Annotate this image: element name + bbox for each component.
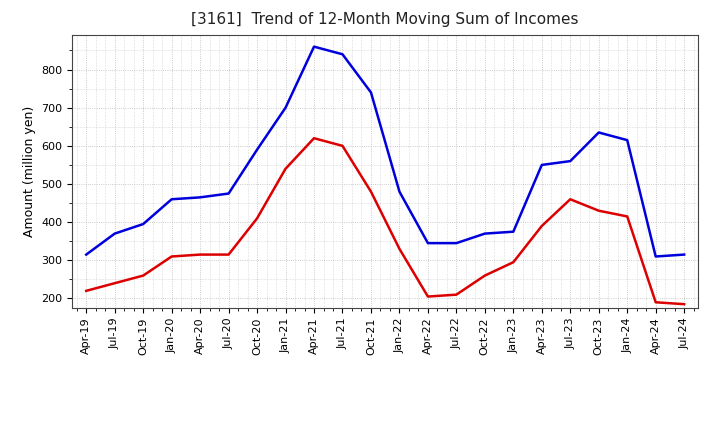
Ordinary Income <box>167 197 176 202</box>
Ordinary Income <box>310 44 318 49</box>
Ordinary Income <box>82 252 91 257</box>
Net Income <box>196 252 204 257</box>
Net Income <box>509 260 518 265</box>
Net Income <box>366 189 375 194</box>
Net Income <box>452 292 461 297</box>
Net Income <box>338 143 347 148</box>
Net Income <box>480 273 489 278</box>
Ordinary Income <box>338 51 347 57</box>
Net Income <box>82 288 91 293</box>
Net Income <box>595 208 603 213</box>
Line: Net Income: Net Income <box>86 138 684 304</box>
Net Income <box>395 246 404 252</box>
Ordinary Income <box>423 241 432 246</box>
Net Income <box>110 281 119 286</box>
Ordinary Income <box>680 252 688 257</box>
Net Income <box>537 224 546 229</box>
Ordinary Income <box>225 191 233 196</box>
Net Income <box>623 214 631 219</box>
Ordinary Income <box>110 231 119 236</box>
Ordinary Income <box>253 147 261 152</box>
Ordinary Income <box>537 162 546 168</box>
Ordinary Income <box>282 105 290 110</box>
Net Income <box>680 301 688 307</box>
Ordinary Income <box>509 229 518 235</box>
Ordinary Income <box>480 231 489 236</box>
Net Income <box>423 294 432 299</box>
Net Income <box>167 254 176 259</box>
Line: Ordinary Income: Ordinary Income <box>86 47 684 257</box>
Ordinary Income <box>566 158 575 164</box>
Net Income <box>225 252 233 257</box>
Net Income <box>310 136 318 141</box>
Ordinary Income <box>366 90 375 95</box>
Ordinary Income <box>652 254 660 259</box>
Net Income <box>253 216 261 221</box>
Ordinary Income <box>595 130 603 135</box>
Y-axis label: Amount (million yen): Amount (million yen) <box>22 106 35 237</box>
Ordinary Income <box>196 195 204 200</box>
Net Income <box>652 300 660 305</box>
Net Income <box>282 166 290 171</box>
Ordinary Income <box>623 137 631 143</box>
Title: [3161]  Trend of 12-Month Moving Sum of Incomes: [3161] Trend of 12-Month Moving Sum of I… <box>192 12 579 27</box>
Net Income <box>139 273 148 278</box>
Ordinary Income <box>395 189 404 194</box>
Net Income <box>566 197 575 202</box>
Ordinary Income <box>139 221 148 227</box>
Ordinary Income <box>452 241 461 246</box>
